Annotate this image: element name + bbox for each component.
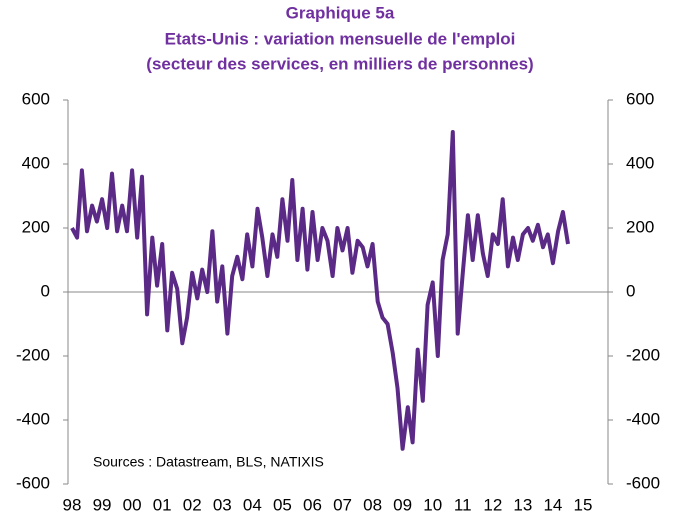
x-tick-label: 15: [574, 495, 593, 514]
x-tick-label: 98: [63, 495, 82, 514]
x-tick-label: 07: [333, 495, 352, 514]
x-tick-label: 06: [303, 495, 322, 514]
y2-tick-label: -200: [626, 345, 660, 364]
x-tick-label: 11: [454, 495, 472, 514]
x-tick-label: 05: [273, 495, 292, 514]
y-tick-label: 600: [22, 89, 50, 108]
y-tick-label: 200: [22, 217, 50, 236]
x-tick-label: 99: [93, 495, 112, 514]
x-tick-label: 09: [393, 495, 412, 514]
y2-tick-label: -400: [626, 409, 660, 428]
source-note: Sources : Datastream, BLS, NATIXIS: [93, 454, 324, 470]
x-tick-label: 00: [123, 495, 142, 514]
x-tick-label: 12: [483, 495, 502, 514]
y2-tick-label: -600: [626, 473, 660, 492]
x-tick-label: 08: [363, 495, 382, 514]
x-tick-label: 10: [423, 495, 442, 514]
y-tick-label: -200: [16, 345, 50, 364]
y-tick-label: -400: [16, 409, 50, 428]
x-tick-label: 04: [243, 495, 262, 514]
data-line: [70, 130, 570, 451]
chart-title: (secteur des services, en milliers de pe…: [146, 54, 533, 73]
x-tick-label: 14: [543, 495, 562, 514]
y-tick-label: 400: [22, 153, 50, 172]
x-tick-label: 02: [183, 495, 202, 514]
chart-title: Etats-Unis : variation mensuelle de l'em…: [165, 29, 516, 48]
y2-tick-label: 400: [626, 153, 654, 172]
y-tick-label: -600: [16, 473, 50, 492]
x-tick-label: 03: [213, 495, 232, 514]
y2-tick-label: 0: [626, 281, 635, 300]
chart-title: Graphique 5a: [286, 3, 395, 22]
y2-tick-label: 200: [626, 217, 654, 236]
x-tick-label: 01: [153, 495, 172, 514]
y2-tick-label: 600: [626, 89, 654, 108]
y-tick-label: 0: [41, 281, 50, 300]
x-tick-label: 13: [513, 495, 532, 514]
